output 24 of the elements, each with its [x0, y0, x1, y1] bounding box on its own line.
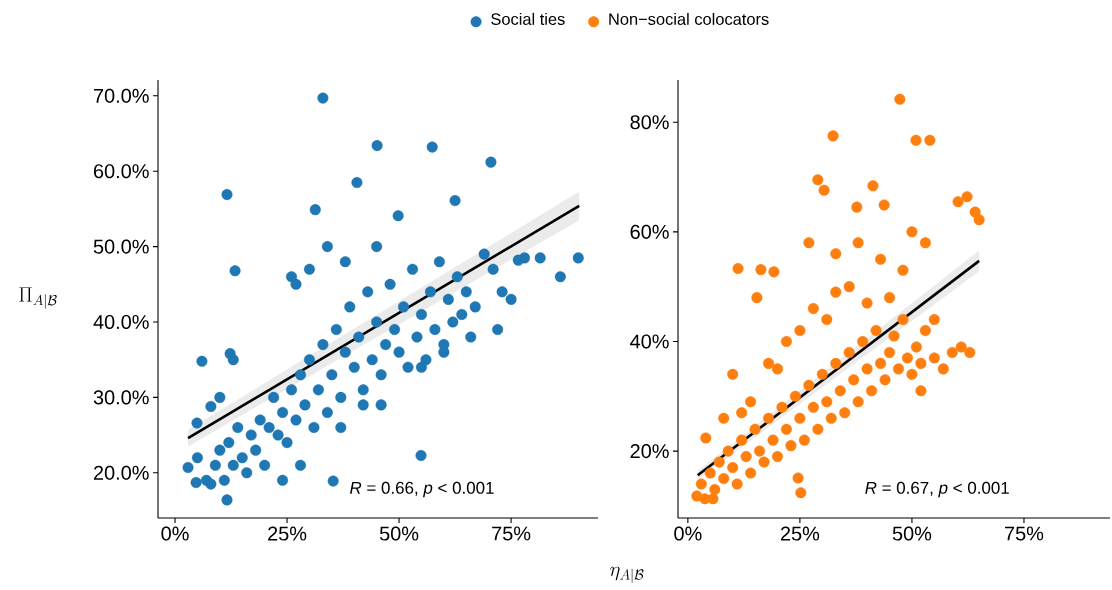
- legend-label: Social ties: [491, 12, 565, 25]
- y-tick-label: 20%: [630, 444, 669, 459]
- y-tick-label: 60.0%: [94, 164, 149, 179]
- y-tick-label: 60%: [630, 224, 669, 239]
- annotation: R = 0.67, p < 0.001: [865, 481, 1009, 498]
- x-tick-label: 50%: [892, 526, 932, 541]
- annotation: R = 0.66, p < 0.001: [350, 481, 494, 498]
- x-axis-title: $\eta_{A|\mathcal{B}}$: [610, 566, 644, 584]
- x-tick-label: 75%: [1005, 526, 1044, 541]
- y-axis-title: $\Pi_{A|\mathcal{B}}$: [19, 287, 57, 309]
- y-tick-label: 80%: [630, 115, 669, 130]
- x-tick-label: 50%: [379, 526, 419, 541]
- x-tick-label: 25%: [268, 526, 307, 541]
- y-tick-label: 40%: [630, 334, 669, 349]
- y-tick-label: 70.0%: [94, 88, 149, 103]
- y-tick-label: 40.0%: [93, 314, 149, 330]
- x-tick-label: 75%: [492, 526, 531, 541]
- x-tick-label: 0%: [674, 526, 702, 541]
- y-tick-label: 50.0%: [93, 239, 149, 254]
- x-tick-label: 25%: [780, 526, 820, 541]
- x-tick-label: 0%: [161, 526, 189, 541]
- y-tick-label: 30.0%: [93, 390, 149, 405]
- y-tick-label: 20.0%: [93, 465, 149, 480]
- legend-label: Non−social colocators: [609, 12, 769, 25]
